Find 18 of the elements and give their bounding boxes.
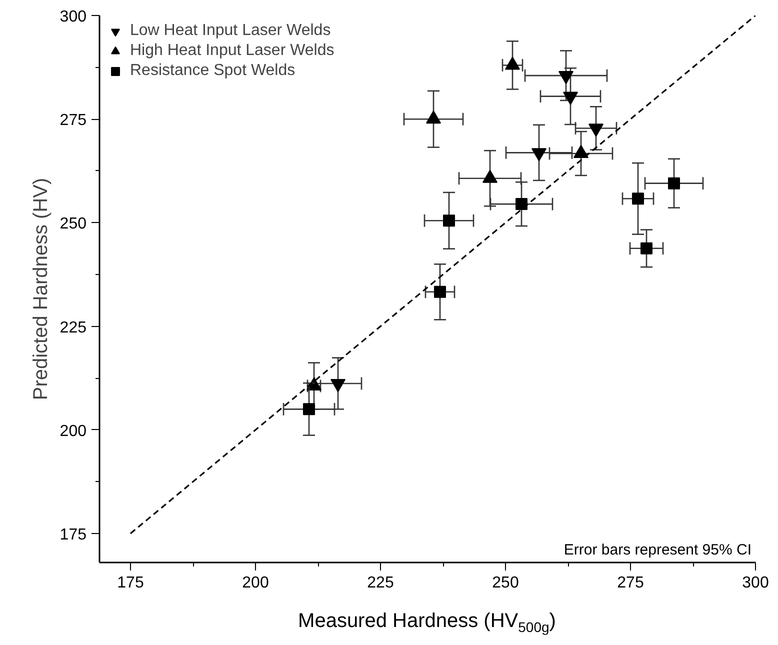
x-tick-label: 275 — [617, 574, 644, 592]
y-tick-label: 250 — [60, 216, 87, 233]
legend-label: Low Heat Input Laser Welds — [130, 22, 331, 40]
annotation: Error bars represent 95% CI — [564, 542, 752, 558]
y-tick-label: 200 — [60, 422, 87, 440]
x-axis-title: Measured Hardness (HV$_{500g}$) — [297, 609, 557, 637]
y-tick-label: 275 — [60, 112, 87, 130]
x-tick-label: 250 — [492, 574, 519, 592]
y-tick-label: 175 — [60, 526, 87, 544]
x-tick-label: 200 — [242, 574, 269, 592]
y-axis-title: Predicted Hardness (HV) — [30, 178, 52, 400]
legend-label: Resistance Spot Welds — [130, 62, 296, 80]
x-tick-label: 175 — [117, 574, 144, 592]
legend-label: High Heat Input Laser Welds — [130, 42, 334, 60]
y-tick-label: 225 — [60, 319, 87, 336]
y-tick-label: 300 — [60, 8, 87, 26]
x-tick-label: 225 — [367, 574, 394, 592]
x-tick-label: 300 — [742, 574, 769, 592]
